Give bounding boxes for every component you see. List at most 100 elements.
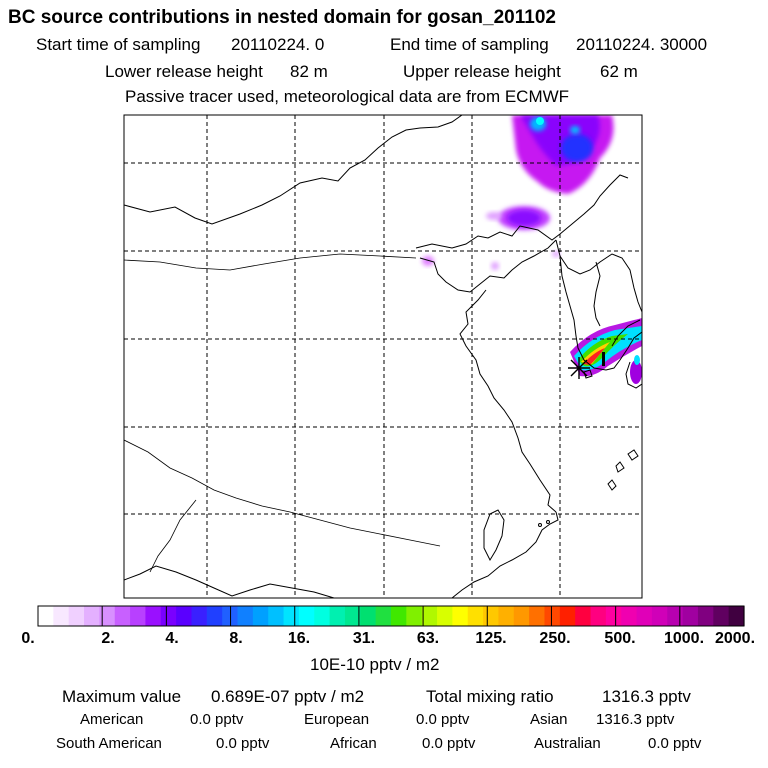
- colorbar-cell: [344, 606, 361, 626]
- colorbar-cell: [483, 606, 500, 626]
- colorbar-cell: [498, 606, 515, 626]
- start-time-label: Start time of sampling: [36, 35, 201, 54]
- colorbar-frame: [37, 605, 745, 627]
- region-name: American: [80, 711, 144, 728]
- colorbar-cell: [283, 606, 300, 626]
- region-value: 0.0 pptv: [416, 711, 470, 728]
- colorbar-dividers: [101, 606, 681, 626]
- colorbar-cell: [268, 606, 285, 626]
- colorbar: [38, 606, 745, 626]
- colorbar-tick-label: 125.: [475, 630, 507, 647]
- islands: [483, 369, 639, 562]
- colorbar-cell: [697, 606, 714, 626]
- colorbar-cell: [605, 606, 622, 626]
- map-frame: [123, 114, 643, 599]
- colorbar-cell: [145, 606, 162, 626]
- end-time-label: End time of sampling: [390, 35, 549, 54]
- colorbar-cell: [713, 606, 730, 626]
- colorbar-cell: [314, 606, 331, 626]
- colorbar-cell: [437, 606, 453, 626]
- colorbar-cell: [176, 606, 193, 626]
- tracer-note: Passive tracer used, meteorological data…: [125, 87, 570, 106]
- region-value: 1316.3 pptv: [596, 711, 675, 728]
- colorbar-tick-label: 0.: [21, 630, 35, 647]
- total-mixing-value: 1316.3 pptv: [602, 687, 691, 706]
- colorbar-cell: [559, 606, 576, 626]
- region-name: European: [304, 711, 370, 728]
- region-value: 0.0 pptv: [422, 735, 476, 752]
- colorbar-cell: [206, 606, 223, 626]
- colorbar-cell: [237, 606, 254, 626]
- region-name: Australian: [534, 735, 601, 752]
- colorbar-cell: [529, 606, 546, 626]
- colorbar-cell: [375, 606, 392, 626]
- colorbar-cell: [590, 606, 607, 626]
- colorbar-cell: [114, 606, 131, 626]
- colorbar-cell: [298, 606, 315, 626]
- colorbar-cell: [84, 606, 100, 626]
- lower-height-label: Lower release height: [105, 62, 263, 81]
- colorbar-tick-label: 2000.: [714, 630, 756, 647]
- colorbar-cell: [421, 606, 438, 626]
- colorbar-cell: [68, 606, 85, 626]
- total-mixing-label: Total mixing ratio: [426, 687, 554, 706]
- colorbar-cell: [728, 606, 745, 626]
- colorbar-tick-label: 250.: [539, 630, 571, 647]
- colorbar-unit-label: 10E-10 pptv / m2: [310, 655, 440, 674]
- colorbar-cell: [667, 606, 684, 626]
- colorbar-cell: [38, 606, 54, 626]
- colorbar-tick-label: 1000.: [663, 630, 705, 647]
- colorbar-cell: [452, 606, 469, 626]
- colorbar-tick-label: 63.: [416, 630, 440, 647]
- plot-title: BC source contributions in nested domain…: [8, 7, 556, 28]
- colorbar-cell: [651, 606, 668, 626]
- receptor-marker-bar: [602, 352, 605, 366]
- colorbar-cell: [391, 606, 407, 626]
- contribution-plume-north: [512, 115, 614, 194]
- colorbar-tick-label: 2.: [101, 630, 115, 647]
- contribution-plume-korea: [570, 318, 642, 384]
- borders: [124, 253, 441, 573]
- contribution-plume-central: [422, 206, 560, 270]
- colorbar-cell: [513, 606, 530, 626]
- colorbar-cell: [191, 606, 208, 626]
- colorbar-cell: [329, 606, 346, 626]
- region-name: African: [330, 735, 377, 752]
- receptor-marker: [568, 357, 590, 379]
- upper-height-label: Upper release height: [403, 62, 561, 81]
- region-value: 0.0 pptv: [190, 711, 244, 728]
- max-value-label: Maximum value: [62, 687, 182, 706]
- map-area: [124, 115, 642, 598]
- colorbar-cell: [467, 606, 484, 626]
- region-name: Asian: [530, 711, 568, 728]
- colorbar-tick-label: 16.: [287, 630, 311, 647]
- colorbar-tick-label: 4.: [165, 630, 179, 647]
- colorbar-cell: [53, 606, 70, 626]
- colorbar-cell: [636, 606, 653, 626]
- colorbar-cell: [621, 606, 638, 626]
- region-value: 0.0 pptv: [648, 735, 702, 752]
- colorbar-cell: [252, 606, 269, 626]
- lat-lon-grid: [124, 115, 642, 598]
- region-name: South American: [56, 735, 162, 752]
- coastlines: [124, 115, 642, 598]
- colorbar-cell: [406, 606, 423, 626]
- colorbar-cell: [99, 606, 116, 626]
- colorbar-cell: [360, 606, 377, 626]
- colorbar-cell: [575, 606, 592, 626]
- colorbar-tick-label: 8.: [229, 630, 243, 647]
- colorbar-tick-label: 500.: [604, 630, 636, 647]
- end-time-value: 20110224. 30000: [576, 35, 708, 54]
- colorbar-cell: [544, 606, 561, 626]
- colorbar-cell: [130, 606, 147, 626]
- lower-height-value: 82 m: [290, 62, 328, 81]
- max-value: 0.689E-07 pptv / m2: [211, 687, 365, 706]
- upper-height-value: 62 m: [600, 62, 638, 81]
- start-time-value: 20110224. 0: [231, 35, 325, 54]
- region-value: 0.0 pptv: [216, 735, 270, 752]
- colorbar-tick-label: 31.: [352, 630, 376, 647]
- colorbar-cell: [682, 606, 699, 626]
- colorbar-cell: [160, 606, 177, 626]
